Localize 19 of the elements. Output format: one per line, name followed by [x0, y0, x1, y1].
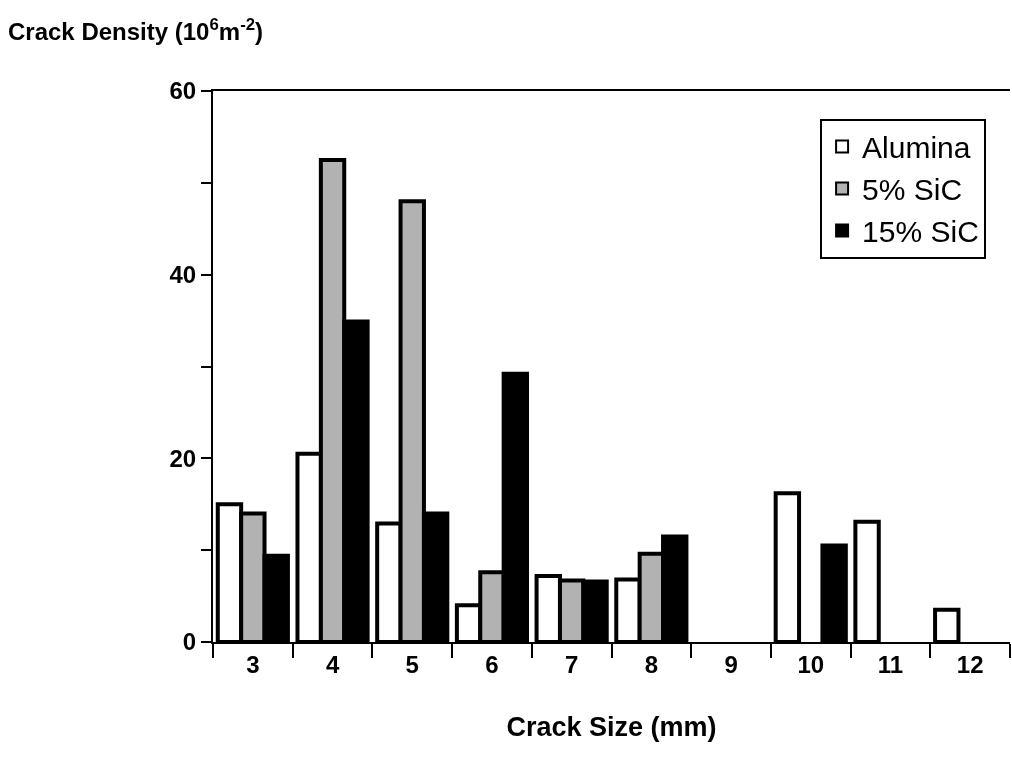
x-tick-label: 11	[877, 650, 904, 678]
x-tick-label: 9	[724, 650, 738, 678]
x-tick-label: 5	[405, 650, 419, 678]
x-tick-label: 7	[564, 650, 579, 678]
x-tick-label: 4	[325, 650, 340, 678]
legend-label: 15% SiC	[862, 215, 979, 249]
y-tick-label: 60	[169, 77, 197, 105]
legend-label: 5% SiC	[862, 173, 963, 207]
y-tick-label: 40	[169, 261, 197, 289]
y-tick-label: 20	[169, 444, 197, 472]
x-tick-label: 8	[644, 650, 659, 678]
y-axis-title: Crack Density (10$^{6}$m$^{-2}$)	[8, 15, 264, 46]
x-tick-label: 3	[246, 650, 260, 678]
x-tick-label: 6	[485, 650, 499, 678]
x-axis-title: Crack Size (mm)	[506, 711, 717, 742]
y-tick-label: 0	[182, 628, 197, 656]
legend-label: Alumina	[862, 131, 971, 165]
x-tick-label: 10	[797, 650, 825, 678]
x-tick-label: 12	[956, 650, 984, 678]
